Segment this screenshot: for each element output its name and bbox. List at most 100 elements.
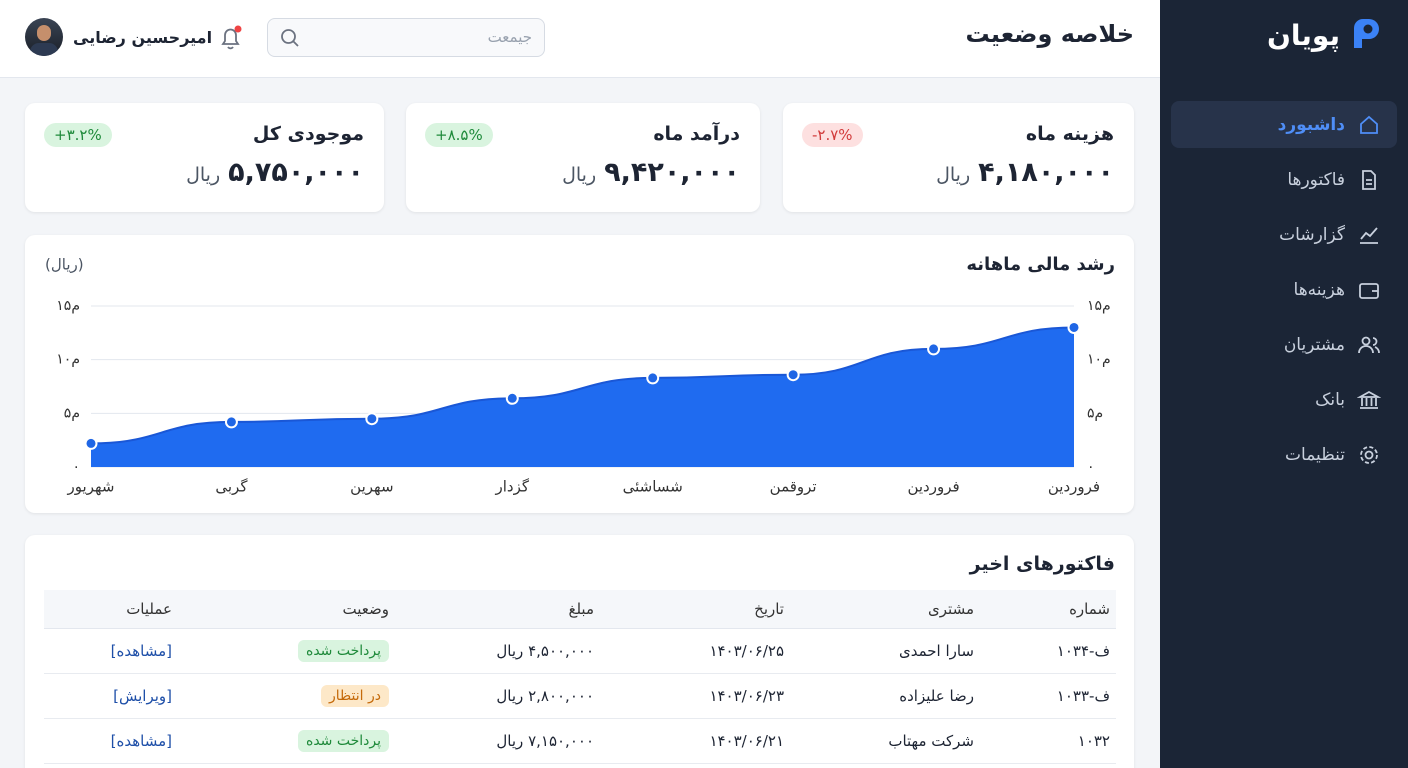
nav-label: فاکتورها (1287, 169, 1345, 190)
summary-card: موجودی کل ۵,۷۵۰,۰۰۰ ریال +۳.۲% (25, 103, 384, 212)
y2-tick-label: ۵م (1087, 405, 1103, 421)
nav-label: هزینه‌ها (1293, 279, 1345, 300)
brand-logo (1354, 19, 1379, 48)
table-cell: [مشاهده] (44, 628, 178, 674)
summary-card: هزینه ماه ۴,۱۸۰,۰۰۰ ریال -۲.۷% (783, 103, 1134, 212)
card-value: ۵,۷۵۰,۰۰۰ ریال (186, 157, 364, 188)
y-tick-label: ۵م (64, 405, 80, 421)
nav-item[interactable]: تنظیمات (1171, 431, 1397, 478)
page-title: خلاصه وضعیت (965, 20, 1134, 48)
table-cell: ۷,۱۵۰,۰۰۰ ریال (395, 718, 600, 764)
user-name: امیرحسین رضایی (73, 27, 213, 47)
nav-icon (1359, 282, 1379, 299)
data-point (84, 436, 98, 450)
nav-icon (1360, 445, 1378, 464)
chart-unit: (ریال) (45, 256, 84, 274)
data-point (365, 412, 379, 426)
column-header: وضعیت (178, 590, 395, 629)
nav-icon (1360, 226, 1378, 244)
column-header: شماره (980, 590, 1116, 629)
action-link[interactable]: [مشاهده] (110, 642, 172, 660)
action-link[interactable]: [ویرایش] (113, 687, 172, 705)
nav-label: بانک (1315, 389, 1345, 410)
nav-item[interactable]: هزینه‌ها (1171, 266, 1397, 313)
table-cell: ۴,۵۰۰,۰۰۰ ریال (395, 628, 600, 674)
change-badge: +۸.۵% (425, 123, 493, 147)
nav-label: تنظیمات (1285, 444, 1345, 465)
card-title: درآمد ماه (653, 123, 740, 145)
notification-bell[interactable] (218, 24, 244, 52)
invoices-table: شماره مشتری تاریخ مبلغ وضعیت عملیات ف-۱۰۳۴ سارا… (44, 590, 1116, 764)
y-tick-label: ۱۵م (56, 298, 80, 314)
data-point (224, 415, 238, 429)
data-point (786, 368, 800, 382)
status-badge: پرداخت شده (297, 640, 389, 662)
x-tick-label: فروردین (1048, 478, 1100, 496)
column-header: مشتری (790, 590, 980, 629)
table-cell: پرداخت شده (178, 628, 395, 674)
column-header: تاریخ (600, 590, 790, 629)
table-cell: در انتظار (178, 673, 395, 719)
brand-name: پویان (1267, 18, 1340, 52)
chart-panel: رشد مالی ماهانه (ریال) ۰ ۰ ۵م ۵م ۱۰م ۱۰م ۱۵م ۱۵م ش… (25, 235, 1134, 513)
nav-icon (1362, 169, 1376, 190)
user-menu[interactable]: امیرحسین رضایی (25, 18, 212, 56)
x-tick-label: فروردین (907, 478, 959, 496)
x-tick-label: گزدار (495, 478, 530, 496)
card-number: ۹,۴۲۰,۰۰۰ (604, 157, 740, 188)
table-cell: ۱۴۰۳/۰۶/۲۳ (600, 673, 790, 719)
card-value: ۹,۴۲۰,۰۰۰ ریال (562, 157, 740, 188)
table-cell: ف-۱۰۳۴ (980, 628, 1116, 674)
brand: پویان (1267, 18, 1384, 52)
nav-item[interactable]: بانک (1171, 376, 1397, 423)
change-badge: +۳.۲% (44, 123, 112, 147)
card-title: موجودی کل (252, 123, 364, 145)
invoices-panel: فاکتورهای اخیر شماره مشتری تاریخ مبلغ وضعیت ع… (25, 535, 1134, 768)
table-row: ف-۱۰۳۴ سارا احمدی ۱۴۰۳/۰۶/۲۵ ۴,۵۰۰,۰۰۰ ریال… (44, 628, 1116, 674)
table-row: ف-۱۰۳۳ رضا علیزاده ۱۴۰۳/۰۶/۲۳ ۲,۸۰۰,۰۰۰ ریا… (44, 673, 1116, 719)
table-header: شماره مشتری تاریخ مبلغ وضعیت عملیات (44, 590, 1116, 629)
nav-item[interactable]: گزارشات (1171, 211, 1397, 258)
status-badge: در انتظار (321, 685, 389, 707)
nav: داشبورد فاکتورها گزارشات هزینه‌ها مشتریان بان… (1171, 101, 1397, 486)
x-tick-label: سهرین (350, 478, 393, 496)
change-badge: -۲.۷% (802, 123, 863, 147)
nav-item[interactable]: داشبورد (1171, 101, 1397, 148)
table-cell: ۱۰۳۲ (980, 718, 1116, 764)
table-cell: ۲,۸۰۰,۰۰۰ ریال (395, 673, 600, 719)
table-cell: ۱۴۰۳/۰۶/۲۵ (600, 628, 790, 674)
sidebar: پویان داشبورد فاکتورها گزارشات هزینه‌ها مشتر… (1160, 0, 1408, 768)
x-tick-label: شهریور (67, 478, 115, 496)
table-cell: ۱۴۰۳/۰۶/۲۱ (600, 718, 790, 764)
nav-label: داشبورد (1277, 114, 1345, 135)
data-point (505, 391, 519, 405)
search-placeholder: جیمعت (487, 28, 532, 46)
table-cell: [ویرایش] (44, 673, 178, 719)
y-tick-label: ۱۰م (56, 352, 80, 368)
nav-item[interactable]: فاکتورها (1171, 156, 1397, 203)
nav-label: گزارشات (1279, 224, 1345, 245)
column-header: عملیات (44, 590, 178, 629)
card-value: ۴,۱۸۰,۰۰۰ ریال (936, 157, 1114, 188)
header: خلاصه وضعیت جیمعت امیرحسین رضایی (0, 0, 1160, 78)
y2-tick-label: ۱۰م (1087, 352, 1111, 368)
nav-icon (1360, 115, 1378, 134)
table-body: ف-۱۰۳۴ سارا احمدی ۱۴۰۳/۰۶/۲۵ ۴,۵۰۰,۰۰۰ ریال… (44, 628, 1116, 764)
y2-tick-label: ۱۵م (1087, 298, 1111, 314)
nav-item[interactable]: مشتریان (1171, 321, 1397, 368)
status-badge: پرداخت شده (297, 730, 389, 752)
table-title: فاکتورهای اخیر (969, 553, 1115, 575)
table-row: ۱۰۳۲ شرکت مهتاب ۱۴۰۳/۰۶/۲۱ ۷,۱۵۰,۰۰۰ ریال پر… (44, 718, 1116, 764)
x-tick-label: گربی (215, 478, 248, 496)
search-icon (281, 29, 299, 47)
area-line (90, 326, 1075, 445)
action-link[interactable]: [مشاهده] (110, 732, 172, 750)
summary-card: درآمد ماه ۹,۴۲۰,۰۰۰ ریال +۸.۵% (406, 103, 760, 212)
nav-icon (1357, 390, 1381, 409)
search-box[interactable]: جیمعت (267, 18, 545, 57)
card-unit: ریال (936, 164, 971, 186)
table-cell: رضا علیزاده (790, 673, 980, 719)
table-cell: [مشاهده] (44, 718, 178, 764)
x-tick-label: شساشئی (623, 478, 683, 496)
